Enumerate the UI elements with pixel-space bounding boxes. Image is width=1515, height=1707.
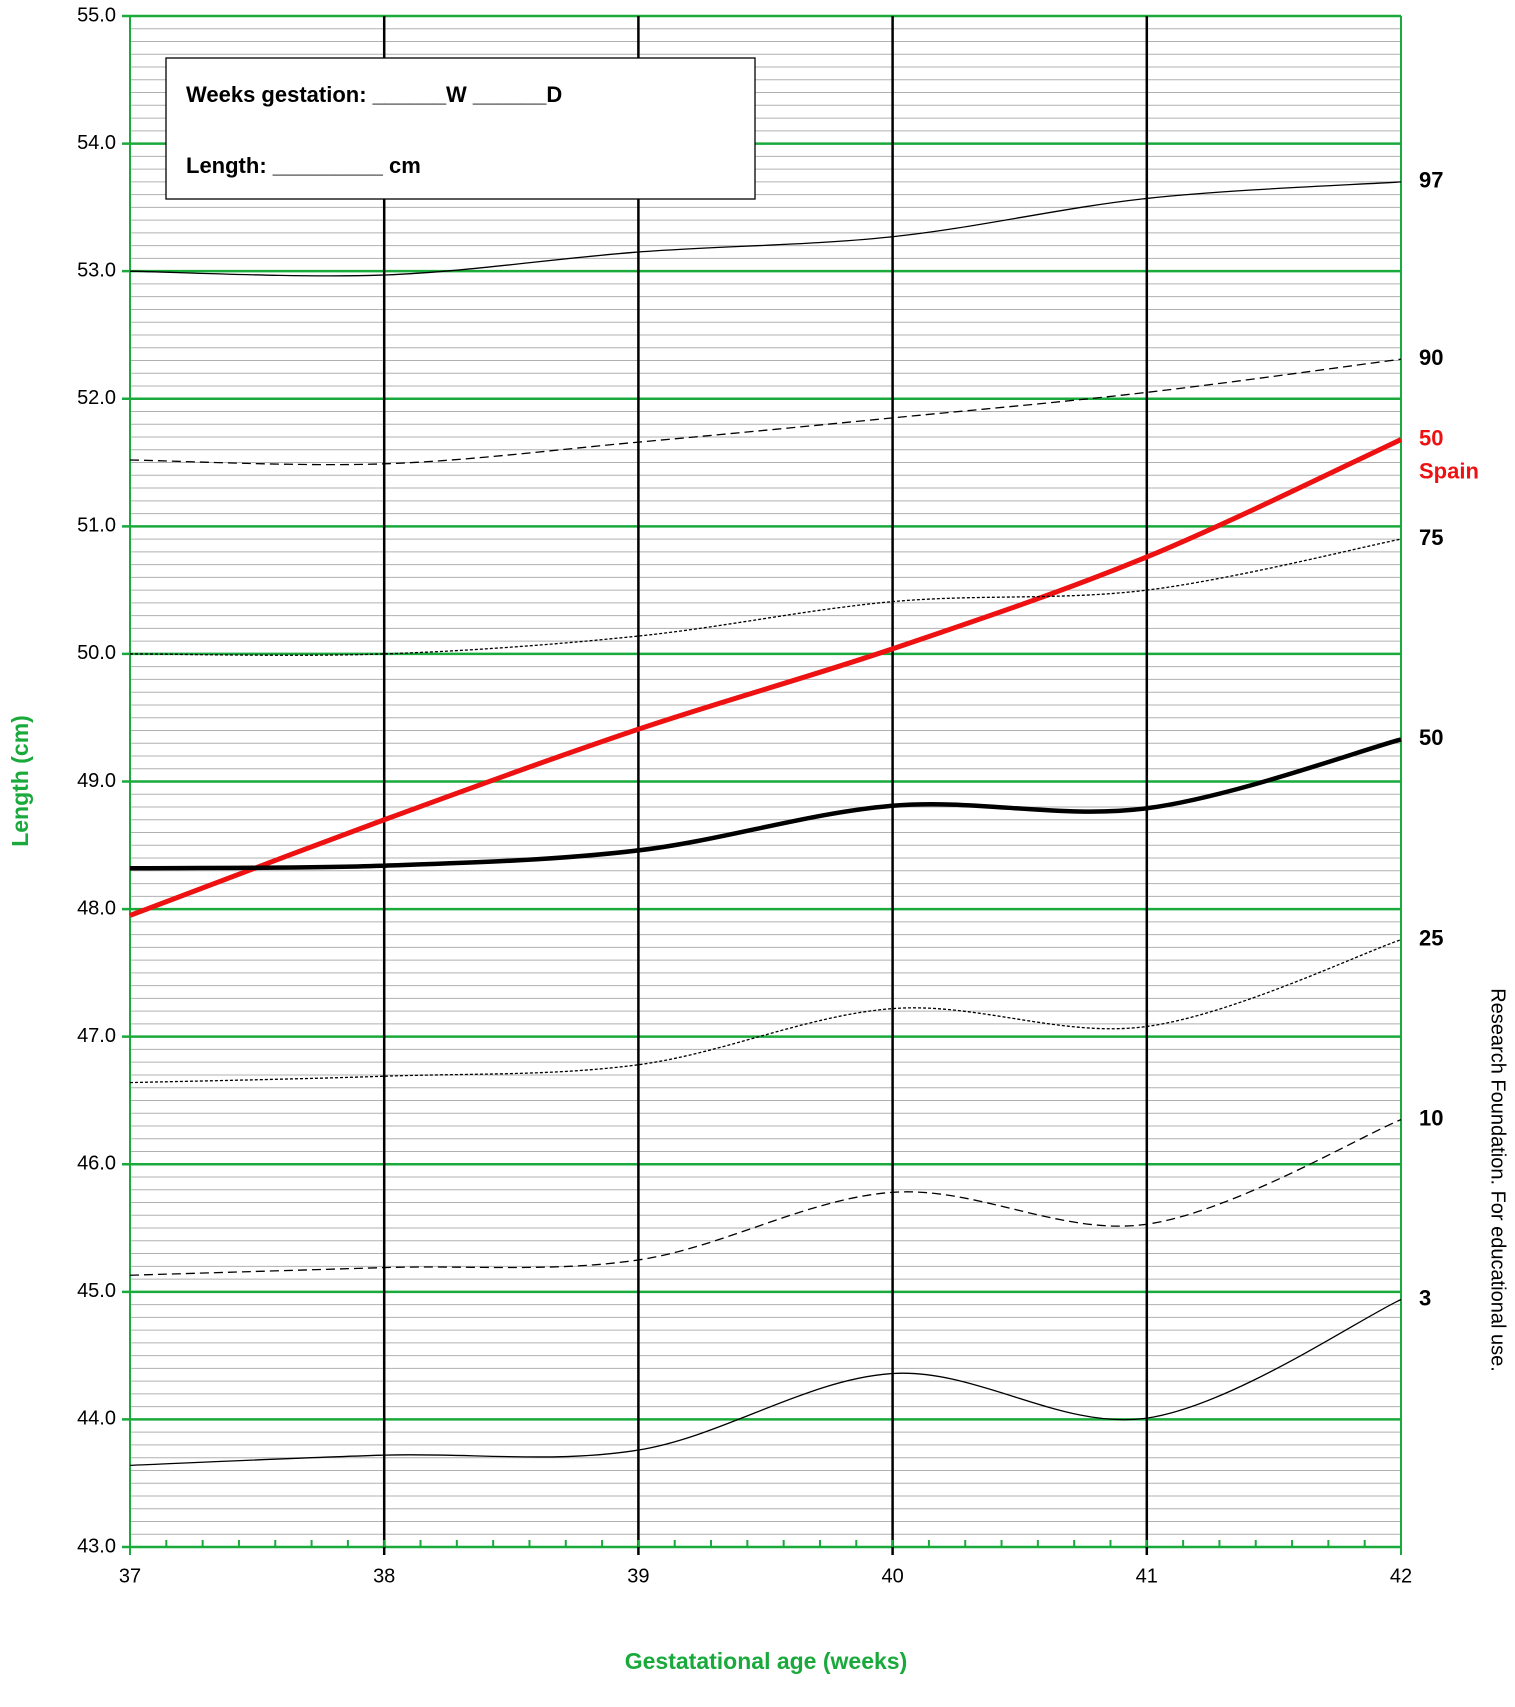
series-label: 50 [1419, 725, 1443, 750]
side-note: Research Foundation. For educational use… [1487, 988, 1509, 1372]
series-label: 97 [1419, 168, 1443, 193]
y-tick-label: 43.0 [77, 1535, 116, 1557]
series-line [129, 437, 1403, 918]
x-tick-label: 37 [119, 1565, 141, 1587]
series-label: 50 [1419, 425, 1443, 450]
x-axis-title: Gestatational age (weeks) [625, 1648, 908, 1674]
y-tick-label: 49.0 [77, 770, 116, 792]
series-label: 90 [1419, 345, 1443, 370]
series-line [129, 1298, 1402, 1466]
y-tick-label: 46.0 [77, 1153, 116, 1175]
y-tick-label: 44.0 [77, 1408, 116, 1430]
box-line: Weeks gestation: ______W ______D [186, 82, 562, 107]
y-axis-title: Length (cm) [7, 715, 33, 847]
series-line [129, 737, 1402, 871]
x-tick-label: 41 [1136, 1565, 1158, 1587]
x-tick-label: 39 [627, 1565, 649, 1587]
y-tick-label: 53.0 [77, 259, 116, 281]
y-tick-label: 47.0 [77, 1025, 116, 1047]
series-sublabel: Spain [1419, 458, 1479, 483]
y-tick-label: 55.0 [77, 4, 116, 26]
series-line [129, 1118, 1402, 1276]
entry-box [165, 57, 756, 200]
y-tick-label: 45.0 [77, 1280, 116, 1302]
lines [129, 181, 1403, 1466]
x-tick-label: 38 [373, 1565, 395, 1587]
y-tick-label: 54.0 [77, 132, 116, 154]
x-tick-label: 40 [881, 1565, 903, 1587]
y-tick-label: 50.0 [77, 642, 116, 664]
series-label: 75 [1419, 525, 1443, 550]
box-line: Length: _________ cm [186, 153, 421, 178]
series-line [129, 538, 1402, 656]
y-tick-label: 52.0 [77, 387, 116, 409]
grid [122, 14, 1402, 1555]
series-line [129, 939, 1402, 1084]
y-tick-label: 51.0 [77, 515, 116, 537]
series-label: 25 [1419, 926, 1443, 951]
series-line [129, 358, 1402, 466]
series-label: 3 [1419, 1285, 1431, 1310]
series-line [129, 181, 1402, 277]
x-tick-label: 42 [1390, 1565, 1412, 1587]
y-tick-label: 48.0 [77, 897, 116, 919]
series-label: 10 [1419, 1105, 1443, 1130]
